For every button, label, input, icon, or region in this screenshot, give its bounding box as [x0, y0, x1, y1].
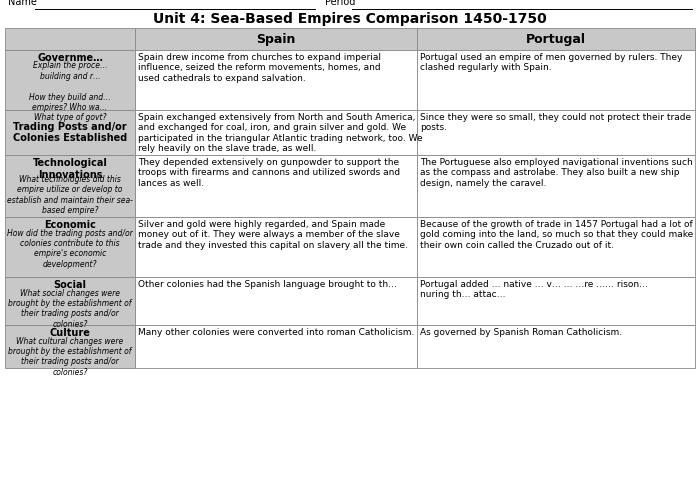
Bar — [417, 155, 695, 217]
Text: Name: Name — [8, 0, 37, 7]
Text: Spain drew income from churches to expand imperial
influence, seized the reform : Spain drew income from churches to expan… — [138, 53, 381, 83]
Text: Technological
Innovations: Technological Innovations — [33, 158, 107, 180]
Bar — [417, 325, 695, 368]
Bar — [5, 217, 135, 277]
Text: They depended extensively on gunpowder to support the
troops with firearms and c: They depended extensively on gunpowder t… — [138, 158, 400, 188]
Bar — [135, 217, 417, 277]
Bar — [135, 325, 417, 368]
Bar — [5, 155, 135, 217]
Bar — [135, 28, 417, 50]
Text: What social changes were
brought by the establishment of
their trading posts and: What social changes were brought by the … — [8, 289, 132, 329]
Text: Culture: Culture — [50, 328, 90, 338]
Bar — [5, 28, 135, 50]
Text: Trading Posts and/or
Colonies Established: Trading Posts and/or Colonies Establishe… — [13, 122, 127, 143]
Text: Because of the growth of trade in 1457 Portugal had a lot of
gold coming into th: Because of the growth of trade in 1457 P… — [420, 220, 693, 250]
Text: Unit 4: Sea-Based Empires Comparison 1450-1750: Unit 4: Sea-Based Empires Comparison 145… — [153, 12, 547, 26]
Bar — [135, 277, 417, 325]
Text: Other colonies had the Spanish language brought to th…: Other colonies had the Spanish language … — [138, 280, 397, 289]
Bar — [417, 110, 695, 155]
Bar — [5, 277, 135, 325]
Text: Portugal: Portugal — [526, 33, 586, 46]
Bar — [5, 50, 135, 110]
Text: Many other colonies were converted into roman Catholicism.: Many other colonies were converted into … — [138, 328, 414, 337]
Bar — [417, 50, 695, 110]
Text: Portugal used an empire of men governed by rulers. They
clashed regularly with S: Portugal used an empire of men governed … — [420, 53, 682, 72]
Bar — [135, 50, 417, 110]
Bar — [135, 155, 417, 217]
Bar — [135, 110, 417, 155]
Text: Portugal added … native … v… … …re …… rison…
nuring th… attac…: Portugal added … native … v… … …re …… ri… — [420, 280, 648, 300]
Bar — [417, 277, 695, 325]
Bar — [417, 217, 695, 277]
Text: Silver and gold were highly regarded, and Spain made
money out of it. They were : Silver and gold were highly regarded, an… — [138, 220, 408, 250]
Text: Since they were so small, they could not protect their trade
posts.: Since they were so small, they could not… — [420, 113, 691, 132]
Text: Social: Social — [53, 280, 87, 290]
Text: What technologies did this
empire utilize or develop to
establish and maintain t: What technologies did this empire utiliz… — [7, 175, 133, 215]
Text: Explain the proce…
building and r…

How they build and…
empires? Who wa…
What ty: Explain the proce… building and r… How t… — [29, 62, 111, 123]
Text: Spain exchanged extensively from North and South America,
and exchanged for coal: Spain exchanged extensively from North a… — [138, 113, 423, 153]
Text: The Portuguese also employed navigational inventions such
as the compass and ast: The Portuguese also employed navigationa… — [420, 158, 693, 188]
Bar — [5, 325, 135, 368]
Text: Economic: Economic — [44, 220, 96, 230]
Text: Governme…: Governme… — [37, 53, 103, 63]
Text: As governed by Spanish Roman Catholicism.: As governed by Spanish Roman Catholicism… — [420, 328, 622, 337]
Text: Period: Period — [325, 0, 356, 7]
Bar — [5, 110, 135, 155]
Bar — [417, 28, 695, 50]
Text: How did the trading posts and/or
colonies contribute to this
empire's economic
d: How did the trading posts and/or colonie… — [7, 229, 133, 269]
Text: Spain: Spain — [256, 33, 295, 46]
Text: What cultural changes were
brought by the establishment of
their trading posts a: What cultural changes were brought by th… — [8, 336, 132, 376]
